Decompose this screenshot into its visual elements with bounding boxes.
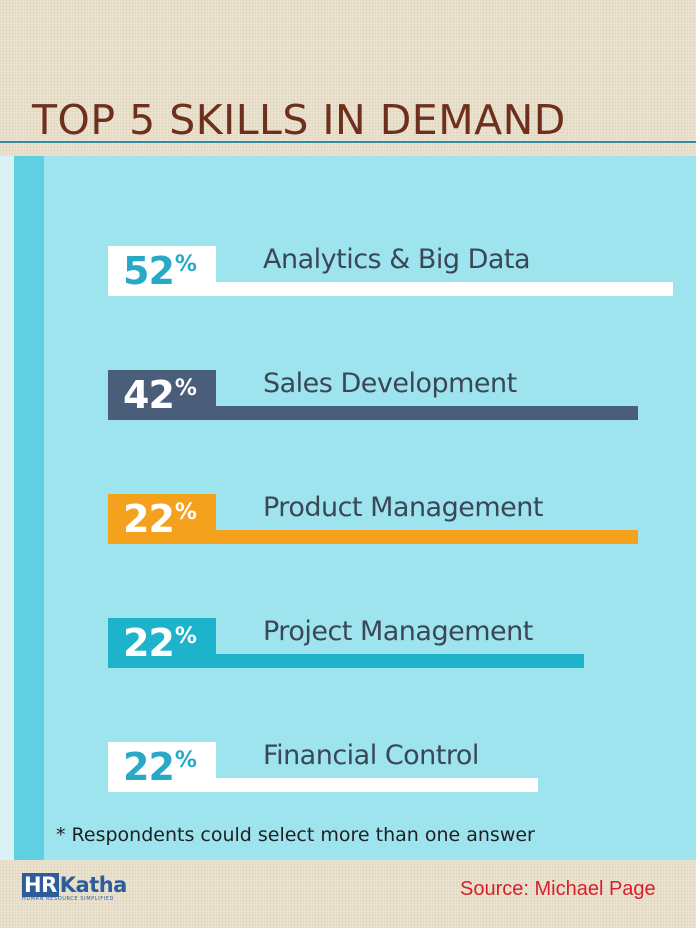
bar-value-box: 22% xyxy=(108,494,216,544)
bar-value-box: 22% xyxy=(108,618,216,668)
bar-value-box: 22% xyxy=(108,742,216,792)
percent-sign: % xyxy=(174,624,197,649)
bar-value-label: 52 xyxy=(123,249,175,293)
bar-category-label: Product Management xyxy=(263,492,543,523)
bar xyxy=(216,778,538,792)
bar-category-label: Project Management xyxy=(263,616,533,647)
bar-category-label: Sales Development xyxy=(263,368,517,399)
bar xyxy=(216,406,638,420)
bar-value-box: 52% xyxy=(108,246,216,296)
percent-sign: % xyxy=(174,500,197,525)
bar-category-label: Analytics & Big Data xyxy=(263,244,531,275)
bar-category-label: Financial Control xyxy=(263,740,479,771)
bar-value-box: 42% xyxy=(108,370,216,420)
bar xyxy=(216,654,584,668)
percent-sign: % xyxy=(174,748,197,773)
percent-sign: % xyxy=(174,376,197,401)
bar-value-label: 22 xyxy=(123,745,175,789)
bar-value-label: 22 xyxy=(123,621,175,665)
source-credit: Source: Michael Page xyxy=(460,878,656,900)
page-title: TOP 5 SKILLS IN DEMAND xyxy=(32,96,566,144)
logo-katha: Katha xyxy=(59,873,128,897)
hrkatha-logo: HR Katha HUMAN RESOURCE SIMPLIFIED xyxy=(22,873,127,902)
footnote: * Respondents could select more than one… xyxy=(56,824,535,846)
bar-row: 52% Analytics & Big Data xyxy=(108,244,673,296)
bar-row: 22% Project Management xyxy=(108,616,668,668)
bar xyxy=(216,282,673,296)
logo-hr: HR xyxy=(22,873,59,897)
title-divider xyxy=(0,141,696,143)
bar xyxy=(216,530,638,544)
panel-accent-stripe-dark xyxy=(14,156,44,860)
bar-row: 22% Product Management xyxy=(108,492,668,544)
bar-value-label: 22 xyxy=(123,497,175,541)
logo-tagline: HUMAN RESOURCE SIMPLIFIED xyxy=(22,896,114,902)
logo-wordmark: HR Katha xyxy=(22,873,127,897)
bar-value-label: 42 xyxy=(123,373,175,417)
bar-row: 42% Sales Development xyxy=(108,368,668,420)
percent-sign: % xyxy=(174,252,197,277)
bar-row: 22% Financial Control xyxy=(108,740,668,792)
panel-accent-stripe-light xyxy=(0,156,14,860)
